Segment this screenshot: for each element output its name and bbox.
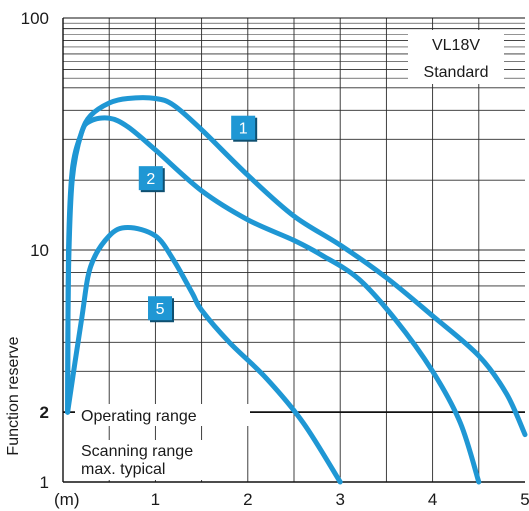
curves [65, 95, 528, 485]
badge-2 [138, 166, 163, 191]
scanning-range-label: Scanning range [81, 443, 193, 460]
badge-5 [148, 296, 173, 321]
product-label-line2: Standard [424, 64, 489, 81]
badge-label-5: 5 [156, 301, 165, 318]
axes [62, 17, 525, 483]
y-axis-label: Function reserve [5, 336, 22, 455]
x-tick-label: 5 [520, 490, 529, 509]
tick-labels: 1 2 3 4 5 1 2 10 100 [21, 9, 529, 509]
x-tick-label: 2 [243, 490, 252, 509]
curve-badges: 1 2 5 [138, 115, 258, 323]
y-tick-label: 100 [21, 9, 49, 28]
y-tick-label: 2 [40, 403, 49, 422]
badge-label-2: 2 [146, 171, 155, 188]
badge-label-1: 1 [239, 121, 248, 138]
curve-2 [65, 115, 482, 485]
product-label-line1: VL18V [432, 37, 480, 54]
scanning-range-label-bg [75, 440, 245, 480]
y-tick-label: 10 [30, 241, 49, 260]
x-tick-label: 3 [335, 490, 344, 509]
x-tick-label: 1 [151, 490, 160, 509]
badge-1 [231, 115, 256, 140]
curve-5 [65, 225, 343, 485]
x-tick-label: 4 [428, 490, 437, 509]
x-unit-label: (m) [54, 490, 79, 509]
operating-range-label-bg [75, 404, 250, 426]
product-label-box [408, 30, 504, 84]
scanning-range-sublabel: max. typical [81, 461, 165, 478]
y-tick-label: 1 [40, 473, 49, 492]
curve-1 [65, 95, 528, 438]
operating-range-label: Operating range [81, 408, 197, 425]
